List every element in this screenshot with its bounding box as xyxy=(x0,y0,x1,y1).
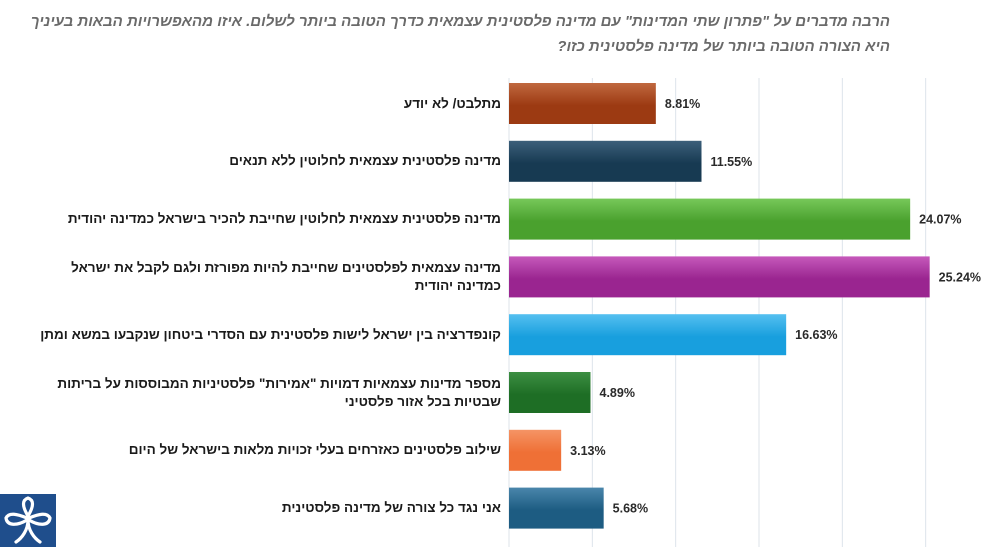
value-label: 25.24% xyxy=(939,270,981,284)
bar xyxy=(509,372,591,413)
bar xyxy=(509,198,911,240)
value-label: 11.55% xyxy=(711,155,753,169)
category-label: שילוב פלסטינים כאזרחים בעלי זכויות מלאות… xyxy=(128,442,501,458)
value-label: 5.68% xyxy=(613,502,648,516)
bar xyxy=(509,83,656,124)
category-label: אני נגד כל צורה של מדינה פלסטינית xyxy=(281,500,501,516)
bar xyxy=(509,429,562,471)
bar xyxy=(509,256,930,298)
value-label: 24.07% xyxy=(919,213,961,227)
category-label: מדינה פלסטינית עצמאית לחלוטין שחייבת להכ… xyxy=(67,211,501,227)
bar xyxy=(509,140,702,182)
value-label: 8.81% xyxy=(665,97,700,111)
category-label: מספר מדינות עצמאיות דמויות "אמירות" פלסט… xyxy=(57,375,501,409)
value-label: 16.63% xyxy=(795,328,837,342)
category-label: קונפדרציה בין ישראל לישות פלסטינית עם הס… xyxy=(40,326,501,342)
category-label: מדינה עצמאית לפלסטינים שחייבת להיות מפור… xyxy=(71,259,501,293)
logo xyxy=(0,494,56,547)
bar xyxy=(509,487,604,529)
value-label: 4.89% xyxy=(600,386,635,400)
value-label: 3.13% xyxy=(570,444,605,458)
bar xyxy=(509,314,787,356)
bars xyxy=(509,83,930,529)
category-label: מדינה פלסטינית עצמאית לחלוטין ללא תנאים xyxy=(229,153,501,169)
value-labels: 8.81% 11.55% 24.07% 25.24% 16.63% 4.89% 3.13% 5… xyxy=(570,97,981,516)
chart-title: הרבה מדברים על "פתרון שתי המדינות" עם מד… xyxy=(30,13,890,55)
category-label: מתלבט/ לא יודע xyxy=(403,95,501,111)
